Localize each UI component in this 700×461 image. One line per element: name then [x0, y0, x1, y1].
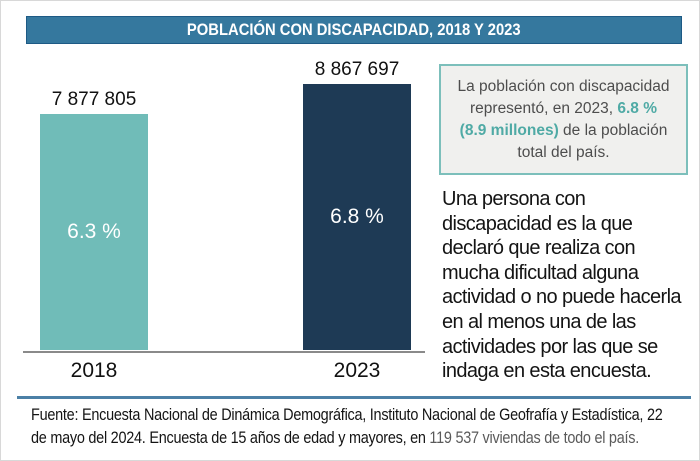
callout-percent-highlight: 6.8 %	[617, 99, 657, 117]
callout-line-3-text: de la población	[558, 121, 668, 139]
bar-2018: 6.3 %	[40, 114, 148, 350]
definition-line: mucha dificultad alguna	[442, 261, 639, 284]
bar-2023: 6.8 %	[303, 84, 411, 350]
callout-line-1: La población con discapacidad	[457, 77, 670, 95]
highlight-callout-box: La población con discapacidad representó…	[439, 64, 688, 175]
bar-group-2018: 7 877 805 6.3 %	[40, 89, 148, 350]
callout-line-4: total del país.	[517, 143, 610, 161]
callout-line-2: representó, en 2023, 6.8 %	[470, 98, 657, 120]
source-line-2-text: de mayo del 2024. Encuesta de 15 años de…	[31, 428, 430, 447]
chart-title: POBLACIÓN CON DISCAPACIDAD, 2018 Y 2023	[187, 20, 521, 39]
source-note: Fuente: Encuesta Nacional de Dinámica De…	[31, 403, 699, 449]
x-tick-2023: 2023	[333, 359, 381, 382]
x-axis-line	[23, 351, 425, 353]
source-households-count: 119 537 viviendas de todo el país.	[429, 428, 639, 447]
source-line-1: Fuente: Encuesta Nacional de Dinámica De…	[31, 405, 663, 424]
bar-value-label-2018: 7 877 805	[51, 89, 137, 110]
x-tick-2018: 2018	[70, 359, 118, 382]
callout-line-3: (8.9 millones) de la población	[460, 120, 668, 142]
definition-line: discapacidad es la que	[442, 212, 633, 235]
source-line-2: de mayo del 2024. Encuesta de 15 años de…	[31, 426, 663, 449]
bar-percent-label-2018: 6.3 %	[67, 220, 121, 243]
bar-value-label-2023: 8 867 697	[314, 59, 400, 80]
definition-line: en al menos una de las	[442, 310, 636, 333]
definition-line: declaró que realiza con	[442, 237, 636, 260]
callout-millions-highlight: (8.9 millones)	[459, 121, 559, 139]
bar-group-2023: 8 867 697 6.8 %	[303, 59, 411, 350]
definition-line: Una persona con	[442, 188, 586, 210]
bar-percent-label-2023: 6.8 %	[330, 205, 384, 228]
definition-line: indaga en esta encuesta.	[442, 360, 652, 383]
definition-line: actividades por las que se	[442, 335, 658, 358]
definition-line: actividad o no puede hacerla	[442, 286, 682, 309]
footer-divider-line	[17, 396, 691, 399]
callout-line-2-text: representó, en 2023,	[470, 99, 618, 117]
chart-title-bar: POBLACIÓN CON DISCAPACIDAD, 2018 Y 2023	[26, 16, 682, 44]
definition-paragraph: Una persona con discapacidad es la que d…	[442, 187, 682, 384]
